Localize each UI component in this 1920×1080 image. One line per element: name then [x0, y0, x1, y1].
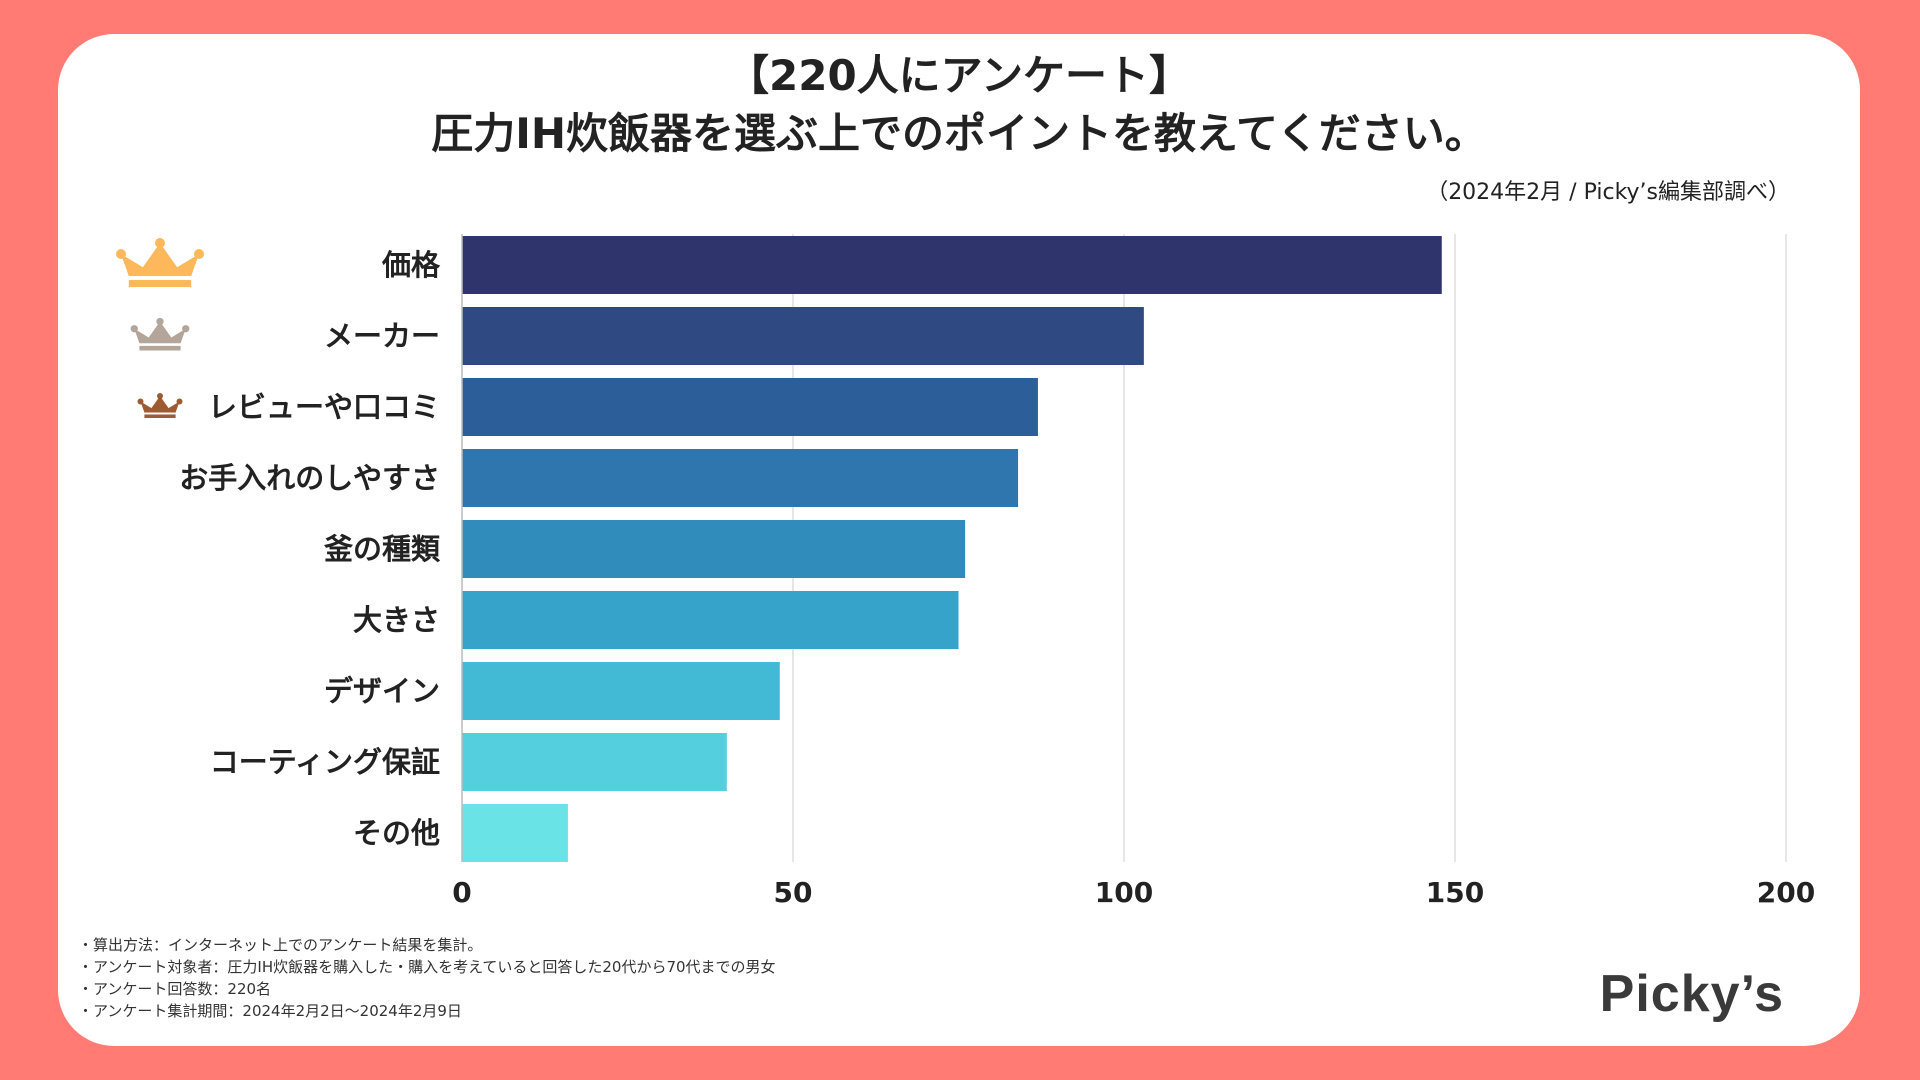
category-label: 釜の種類	[323, 532, 441, 566]
category-label: 価格	[381, 248, 441, 282]
chart-card: 【220人にアンケート】 圧力IH炊飯器を選ぶ上でのポイントを教えてください。 …	[58, 34, 1860, 1046]
bar	[462, 733, 727, 791]
gold-crown-icon	[116, 238, 204, 287]
bar	[462, 378, 1038, 436]
pickys-logo: Picky’s	[1599, 965, 1784, 1023]
source-note: （2024年2月 / Picky’s編集部調べ）	[1426, 180, 1790, 205]
bar	[462, 449, 1019, 507]
category-label: お手入れのしやすさ	[179, 461, 440, 495]
bar	[462, 804, 568, 862]
x-tick-label: 100	[1095, 876, 1153, 904]
category-label: その他	[353, 816, 440, 850]
bar	[462, 520, 966, 578]
category-label: コーティング保証	[210, 745, 440, 779]
category-label: デザイン	[324, 674, 440, 708]
survey-notes: ・算出方法：インターネット上でのアンケート結果を集計。 ・アンケート対象者：圧力…	[78, 934, 776, 1022]
x-tick-label: 0	[452, 876, 471, 904]
chart-title-line1: 【220人にアンケート】	[727, 51, 1191, 100]
category-label: メーカー	[324, 319, 440, 353]
bronze-crown-icon	[137, 393, 183, 418]
note-period: ・アンケート集計期間：2024年2月2日〜2024年2月9日	[78, 1002, 462, 1020]
note-method: ・算出方法：インターネット上でのアンケート結果を集計。	[78, 936, 483, 954]
bar	[462, 236, 1442, 294]
bar	[462, 591, 959, 649]
x-tick-label: 200	[1757, 876, 1815, 904]
note-target: ・アンケート対象者：圧力IH炊飯器を購入した・購入を考えていると回答した20代か…	[78, 958, 776, 976]
bar-chart: 価格メーカーレビューや口コミお手入れのしやすさ釜の種類大きさデザインコーティング…	[116, 234, 1815, 904]
bar	[462, 307, 1144, 365]
bar	[462, 662, 780, 720]
category-label: レビューや口コミ	[208, 390, 440, 424]
x-tick-label: 150	[1426, 876, 1484, 904]
chart-title-line2: 圧力IH炊飯器を選ぶ上でのポイントを教えてください。	[431, 109, 1487, 158]
category-label: 大きさ	[353, 603, 440, 637]
silver-crown-icon	[130, 317, 190, 351]
x-tick-label: 50	[774, 876, 813, 904]
note-respondents: ・アンケート回答数：220名	[78, 980, 272, 998]
